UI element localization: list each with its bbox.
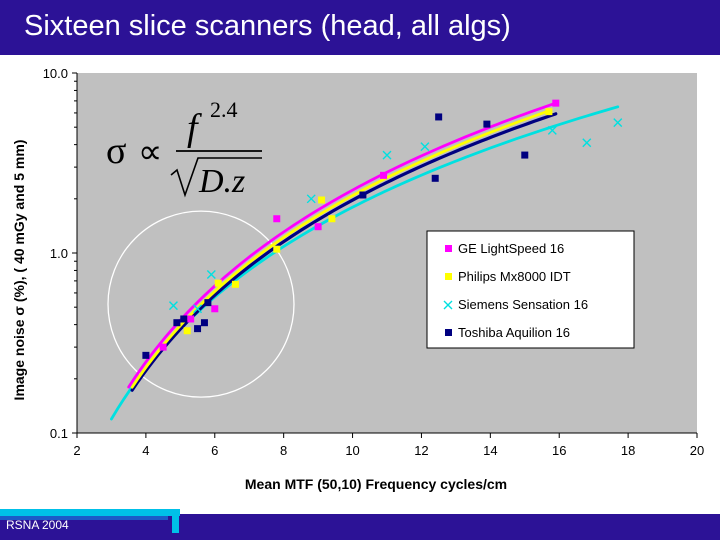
data-point-s2 xyxy=(547,125,557,135)
x-axis-title: Mean MTF (50,10) Frequency cycles/cm xyxy=(245,476,507,492)
x-tick-label: 2 xyxy=(73,443,80,458)
x-tick-label: 4 xyxy=(142,443,149,458)
x-tick-label: 6 xyxy=(211,443,218,458)
footer-accent-stripe-vertical xyxy=(172,509,179,533)
data-point-s0 xyxy=(187,315,195,323)
formula-denominator: D.z xyxy=(198,163,245,200)
y-axis-title: Image noise σ (%), ( 40 mGy and 5 mm) xyxy=(11,140,27,401)
data-point-s0 xyxy=(314,223,322,231)
data-point-s2 xyxy=(206,269,216,279)
data-point-s2 xyxy=(168,301,178,311)
formula-exponent: 2.4 xyxy=(210,97,238,122)
data-point-s2 xyxy=(306,194,316,204)
fit-line-0 xyxy=(127,101,558,389)
fit-curves xyxy=(110,101,620,421)
x-tick-label: 18 xyxy=(621,443,635,458)
x-tick-label: 20 xyxy=(690,443,704,458)
data-point-s3 xyxy=(435,113,443,121)
title-bar: Sixteen slice scanners (head, all algs) xyxy=(0,0,720,55)
legend-label-toshiba: Toshiba Aquilion 16 xyxy=(458,325,570,340)
data-points xyxy=(142,99,623,359)
data-point-s2 xyxy=(382,150,392,160)
x-tick-label: 8 xyxy=(280,443,287,458)
y-tick-label: 1.0 xyxy=(50,246,68,261)
slide-title: Sixteen slice scanners (head, all algs) xyxy=(24,10,511,42)
data-point-s3 xyxy=(142,351,150,359)
y-tick-label: 0.1 xyxy=(50,426,68,441)
data-point-s3 xyxy=(173,319,181,327)
data-point-s2 xyxy=(613,118,623,128)
highlight-circle-outline xyxy=(107,210,295,398)
footer-label: RSNA 2004 xyxy=(6,518,69,532)
legend-marker-toshiba xyxy=(445,329,452,336)
data-point-s3 xyxy=(204,299,212,307)
data-point-s1 xyxy=(318,196,326,204)
x-tick-label: 10 xyxy=(345,443,359,458)
data-point-s0 xyxy=(380,171,388,179)
data-point-s3 xyxy=(180,315,188,323)
legend-label-philips: Philips Mx8000 IDT xyxy=(458,269,571,284)
legend-label-siemens: Siemens Sensation 16 xyxy=(458,297,588,312)
fit-line-3 xyxy=(130,112,558,392)
data-point-s2 xyxy=(420,142,430,152)
legend: GE LightSpeed 16 Philips Mx8000 IDT Siem… xyxy=(426,230,635,349)
data-point-s3 xyxy=(431,174,439,182)
data-point-s3 xyxy=(521,151,529,159)
footer-accent-stripe-dark xyxy=(0,516,168,520)
formula-root-sign xyxy=(170,157,262,198)
formula-proportional: ∝ xyxy=(138,134,162,171)
data-point-s0 xyxy=(273,215,281,223)
data-point-s3 xyxy=(483,120,491,128)
data-point-s1 xyxy=(545,108,553,116)
x-tick-label: 12 xyxy=(414,443,428,458)
data-point-s0 xyxy=(211,305,219,313)
data-point-s3 xyxy=(200,319,208,327)
footer-accent-stripe xyxy=(0,509,180,516)
legend-box xyxy=(426,230,635,349)
x-tick-label: 16 xyxy=(552,443,566,458)
data-point-s0 xyxy=(159,343,167,351)
data-point-s1 xyxy=(273,245,281,253)
legend-marker-philips xyxy=(445,273,452,280)
data-point-s0 xyxy=(552,99,560,107)
formula-sigma: σ xyxy=(106,130,126,172)
legend-marker-siemens xyxy=(443,300,453,310)
data-point-s1 xyxy=(183,327,191,335)
data-point-s1 xyxy=(231,280,239,288)
data-point-s2 xyxy=(193,304,203,314)
highlight-circle xyxy=(107,210,295,398)
data-point-s3 xyxy=(359,191,367,199)
axes: 2 4 6 8 10 12 14 16 18 20 0.1 1.0 10.0 xyxy=(43,66,705,458)
legend-label-ge: GE LightSpeed 16 xyxy=(458,241,564,256)
data-point-s1 xyxy=(214,279,222,287)
data-point-s3 xyxy=(194,325,202,333)
fit-line-1 xyxy=(130,109,551,389)
y-tick-label: 10.0 xyxy=(43,66,68,81)
data-point-s1 xyxy=(328,215,336,223)
data-point-s2 xyxy=(582,138,592,148)
x-tick-label: 14 xyxy=(483,443,497,458)
legend-marker-ge xyxy=(445,245,452,252)
